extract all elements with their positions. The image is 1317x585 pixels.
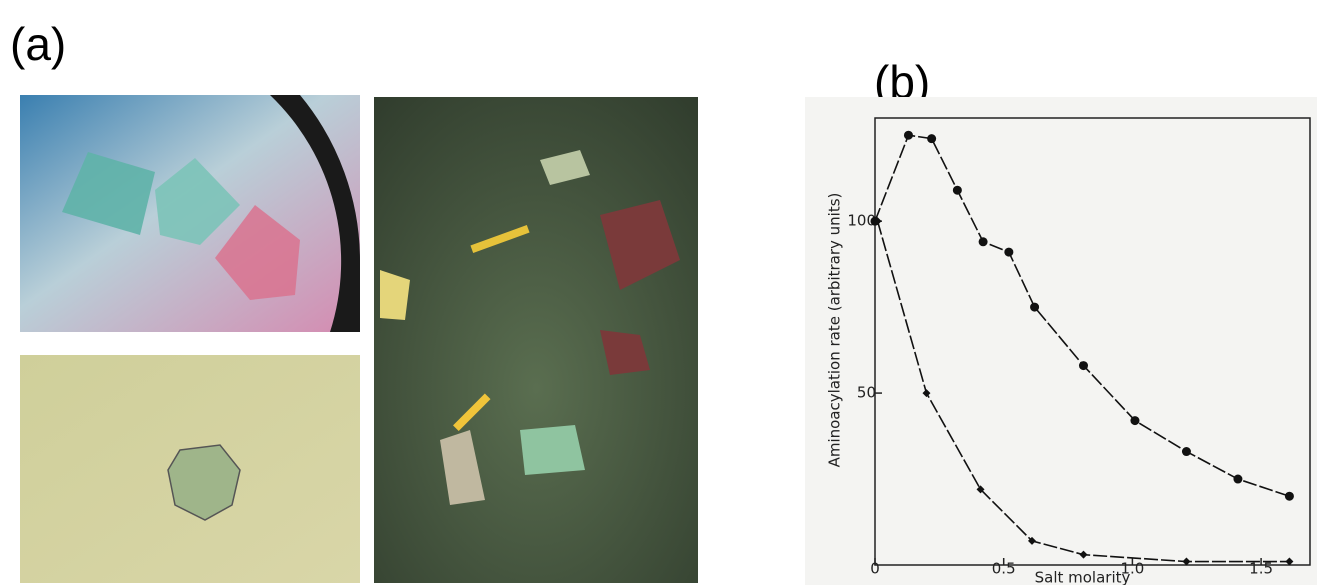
point [904, 131, 913, 140]
photo-crystals-3 [374, 97, 698, 583]
chart-background [805, 97, 1317, 585]
point [1233, 475, 1242, 484]
panel-label: (a) [10, 18, 66, 70]
point [927, 134, 936, 143]
x-tick-label: 0 [870, 560, 880, 578]
point [1182, 447, 1191, 456]
point [1004, 248, 1013, 257]
point [1130, 416, 1139, 425]
point [979, 237, 988, 246]
point [1030, 303, 1039, 312]
x-axis-label: Salt molarity [1035, 569, 1131, 585]
figure: (a) (b) 00.51.01.550100Salt molarityAmin… [0, 0, 1317, 585]
x-tick-label: 0.5 [992, 560, 1016, 578]
point [1285, 492, 1294, 501]
point [1079, 361, 1088, 370]
y-tick-label: 50 [857, 384, 876, 402]
y-axis-label: Aminoacylation rate (arbitrary units) [826, 193, 844, 468]
photo-crystals-1 [20, 95, 360, 332]
photo-crystals-2 [20, 355, 360, 583]
point [953, 186, 962, 195]
